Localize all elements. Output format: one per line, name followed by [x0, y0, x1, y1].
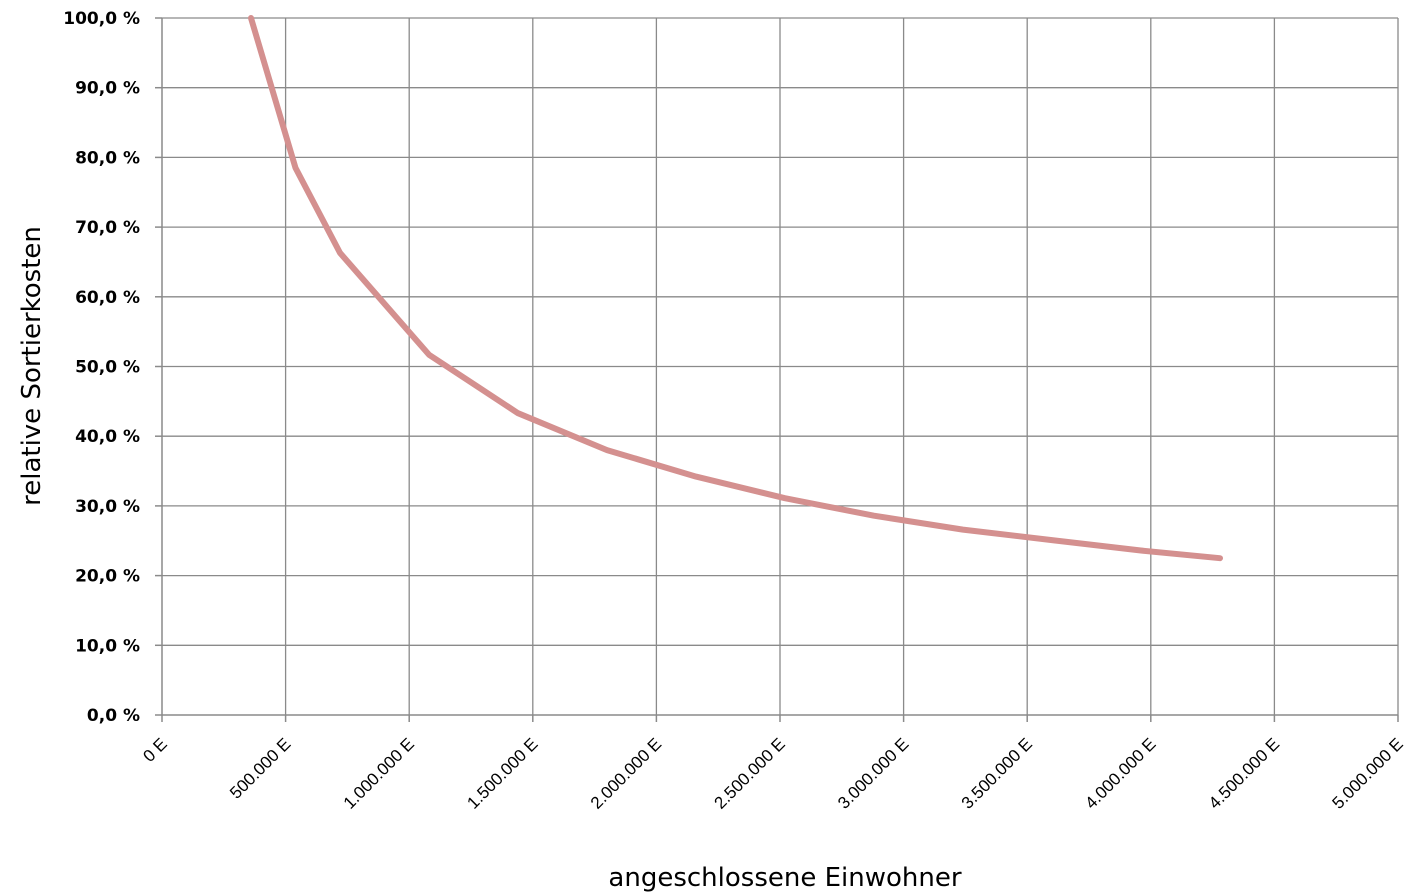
- x-tick-label: 4.000.000 E: [1081, 734, 1159, 812]
- x-tick-label: 1.000.000 E: [340, 734, 418, 812]
- y-tick-label: 0,0 %: [87, 706, 140, 726]
- grid: [162, 17, 1399, 715]
- x-axis-title: angeschlossene Einwohner: [608, 863, 961, 893]
- x-tick-labels: 0 E 500.000 E 1.000.000 E 1.500.000 E 2.000.…: [139, 734, 1406, 812]
- series-line: [248, 15, 1223, 562]
- y-tick-label: 90,0 %: [75, 79, 140, 99]
- x-tick-label: 3.500.000 E: [958, 734, 1036, 812]
- series-layer: [248, 15, 1223, 562]
- y-tick-label: 60,0 %: [75, 288, 140, 308]
- x-tick-label: 1.500.000 E: [463, 734, 541, 812]
- y-tick-label: 40,0 %: [75, 427, 140, 447]
- y-tick-label: 70,0 %: [75, 218, 140, 238]
- x-tick-label: 0 E: [139, 734, 170, 765]
- y-axis-title: relative Sortierkosten: [17, 226, 47, 506]
- y-tick-label: 50,0 %: [75, 358, 140, 378]
- y-tick-label: 30,0 %: [75, 497, 140, 517]
- axes: [155, 17, 1399, 722]
- x-tick-label: 3.000.000 E: [834, 734, 912, 812]
- y-tick-label: 10,0 %: [75, 636, 140, 656]
- x-tick-label: 2.500.000 E: [711, 734, 789, 812]
- y-tick-label: 20,0 %: [75, 567, 140, 587]
- y-tick-labels: 0,0 % 10,0 % 20,0 % 30,0 % 40,0 % 50,0 % 60,0 …: [63, 9, 140, 726]
- x-tick-label: 4.500.000 E: [1205, 734, 1283, 812]
- y-tick-label: 100,0 %: [63, 9, 140, 29]
- y-tick-label: 80,0 %: [75, 148, 140, 168]
- x-tick-label: 5.000.000 E: [1329, 734, 1407, 812]
- x-tick-label: 2.000.000 E: [587, 734, 665, 812]
- x-tick-label: 500.000 E: [226, 734, 294, 802]
